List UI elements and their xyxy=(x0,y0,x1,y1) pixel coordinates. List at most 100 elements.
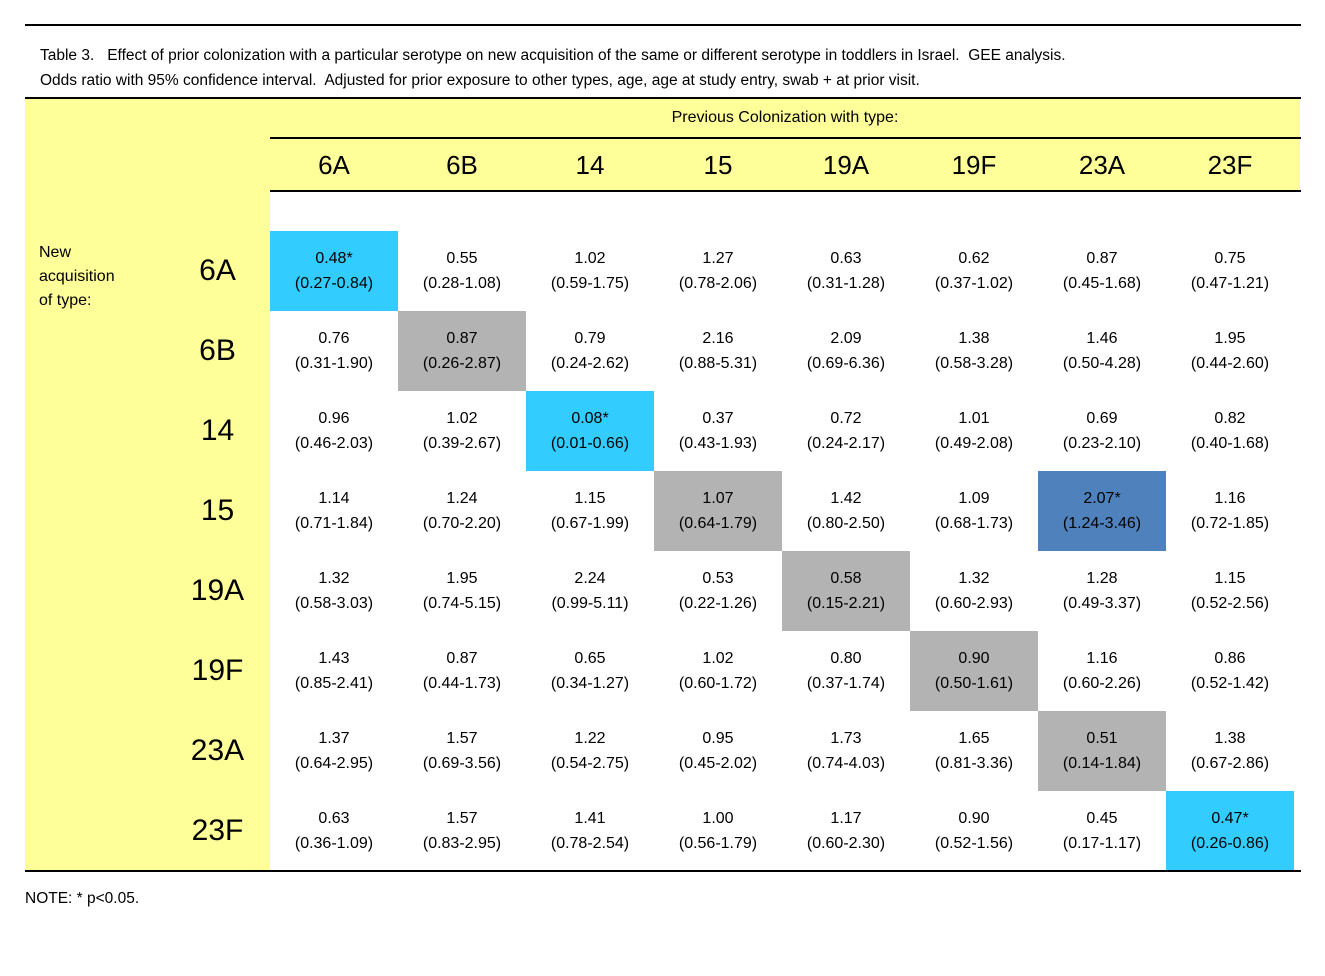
table-cell: 1.37 (0.64-2.95) xyxy=(270,711,398,791)
table-cell: 0.69 (0.23-2.10) xyxy=(1038,391,1166,471)
odds-ratio-value: 1.65 xyxy=(958,730,990,747)
confidence-interval-value: (0.31-1.90) xyxy=(294,355,374,372)
odds-ratio-value: 1.42 xyxy=(830,490,862,507)
odds-ratio-value: 1.95 xyxy=(1214,330,1246,347)
caption-line-1: Table 3. Effect of prior colonization wi… xyxy=(40,47,1066,64)
confidence-interval-value: (0.52-2.56) xyxy=(1190,595,1270,612)
confidence-interval-value: (0.71-1.84) xyxy=(294,515,374,532)
new-acquisition-label: New acquisition of type: xyxy=(39,241,115,313)
confidence-interval-value: (0.26-0.86) xyxy=(1190,835,1270,852)
table-cell: 0.90 (0.50-1.61) xyxy=(910,631,1038,711)
confidence-interval-value: (0.80-2.50) xyxy=(806,515,886,532)
odds-ratio-value: 1.15 xyxy=(1214,570,1246,587)
confidence-interval-value: (0.50-4.28) xyxy=(1062,355,1142,372)
caption-rule xyxy=(25,97,1301,99)
confidence-interval-value: (0.59-1.75) xyxy=(550,275,630,292)
odds-ratio-value: 0.45 xyxy=(1086,810,1118,827)
new-acquisition-label-line-1: New xyxy=(39,244,72,261)
table-cell: 1.43 (0.85-2.41) xyxy=(270,631,398,711)
odds-ratio-value: 0.96 xyxy=(318,410,350,427)
confidence-interval-value: (0.83-2.95) xyxy=(422,835,502,852)
confidence-interval-value: (0.24-2.62) xyxy=(550,355,630,372)
confidence-interval-value: (0.67-1.99) xyxy=(550,515,630,532)
odds-ratio-value: 1.27 xyxy=(702,250,734,267)
odds-ratio-value: 1.17 xyxy=(830,810,862,827)
odds-ratio-value: 1.02 xyxy=(574,250,606,267)
confidence-interval-value: (0.37-1.74) xyxy=(806,675,886,692)
row-header: 15 xyxy=(200,494,235,527)
confidence-interval-value: (0.49-3.37) xyxy=(1062,595,1142,612)
odds-ratio-value: 1.28 xyxy=(1086,570,1118,587)
odds-ratio-value: 0.87 xyxy=(1086,250,1118,267)
new-acquisition-label-line-3: of type: xyxy=(39,292,92,309)
odds-ratio-value: 0.63 xyxy=(318,810,350,827)
confidence-interval-value: (0.74-5.15) xyxy=(422,595,502,612)
table-cell: 0.82 (0.40-1.68) xyxy=(1166,391,1294,471)
table-cell: 1.46 (0.50-4.28) xyxy=(1038,311,1166,391)
table-cell: 0.87 (0.45-1.68) xyxy=(1038,231,1166,311)
row-header-band xyxy=(25,99,270,871)
column-header: 19F xyxy=(951,150,997,180)
table-cell: 0.96 (0.46-2.03) xyxy=(270,391,398,471)
confidence-interval-value: (0.36-1.09) xyxy=(294,835,374,852)
table-cell: 0.95 (0.45-2.02) xyxy=(654,711,782,791)
odds-ratio-value: 1.09 xyxy=(958,490,990,507)
odds-ratio-value: 0.58 xyxy=(830,570,862,587)
confidence-interval-value: (1.24-3.46) xyxy=(1062,515,1142,532)
confidence-interval-value: (0.64-1.79) xyxy=(678,515,758,532)
header-rule-lower xyxy=(270,190,1301,192)
odds-ratio-value: 0.95 xyxy=(702,730,734,747)
table-cell: 1.07 (0.64-1.79) xyxy=(654,471,782,551)
table-cell: 0.80 (0.37-1.74) xyxy=(782,631,910,711)
odds-ratio-value: 0.82 xyxy=(1214,410,1246,427)
table-cell: 0.75 (0.47-1.21) xyxy=(1166,231,1294,311)
table-cell: 0.45 (0.17-1.17) xyxy=(1038,791,1166,871)
odds-ratio-value: 0.37 xyxy=(702,410,734,427)
confidence-interval-value: (0.60-1.72) xyxy=(678,675,758,692)
confidence-interval-value: (0.64-2.95) xyxy=(294,755,374,772)
table-cell: 1.15 (0.52-2.56) xyxy=(1166,551,1294,631)
table-cell: 1.24 (0.70-2.20) xyxy=(398,471,526,551)
odds-ratio-value: 2.16 xyxy=(702,330,734,347)
row-header: 19F xyxy=(191,654,244,687)
header-rule-upper xyxy=(270,137,1301,139)
column-header: 23A xyxy=(1078,150,1126,180)
odds-ratio-value: 1.15 xyxy=(574,490,606,507)
row-header: 14 xyxy=(200,414,235,447)
table-cell: 1.73 (0.74-4.03) xyxy=(782,711,910,791)
odds-ratio-value: 1.16 xyxy=(1086,650,1118,667)
table-cell: 0.90 (0.52-1.56) xyxy=(910,791,1038,871)
odds-ratio-value: 2.07* xyxy=(1083,490,1121,507)
table-cell: 1.38 (0.67-2.86) xyxy=(1166,711,1294,791)
odds-ratio-value: 1.57 xyxy=(446,810,478,827)
table-cell: 1.27 (0.78-2.06) xyxy=(654,231,782,311)
confidence-interval-value: (0.81-3.36) xyxy=(934,755,1014,772)
confidence-interval-value: (0.60-2.26) xyxy=(1062,675,1142,692)
table-cell: 1.16 (0.60-2.26) xyxy=(1038,631,1166,711)
odds-ratio-value: 1.24 xyxy=(446,490,478,507)
confidence-interval-value: (0.54-2.75) xyxy=(550,755,630,772)
column-header: 15 xyxy=(703,150,733,180)
previous-colonization-label: Previous Colonization with type: xyxy=(671,109,899,126)
confidence-interval-value: (0.72-1.85) xyxy=(1190,515,1270,532)
table-cell: 1.32 (0.58-3.03) xyxy=(270,551,398,631)
odds-ratio-value: 0.90 xyxy=(958,810,990,827)
column-header: 14 xyxy=(575,150,605,180)
confidence-interval-value: (0.31-1.28) xyxy=(806,275,886,292)
column-header: 19A xyxy=(822,150,870,180)
table-cell: 1.09 (0.68-1.73) xyxy=(910,471,1038,551)
confidence-interval-value: (0.49-2.08) xyxy=(934,435,1014,452)
table-cell: 0.47* (0.26-0.86) xyxy=(1166,791,1294,871)
table-cell: 0.37 (0.43-1.93) xyxy=(654,391,782,471)
odds-ratio-value: 2.24 xyxy=(574,570,606,587)
confidence-interval-value: (0.26-2.87) xyxy=(422,355,502,372)
table-cell: 1.17 (0.60-2.30) xyxy=(782,791,910,871)
table-cell: 0.58 (0.15-2.21) xyxy=(782,551,910,631)
table-cell: 0.86 (0.52-1.42) xyxy=(1166,631,1294,711)
confidence-interval-value: (0.22-1.26) xyxy=(678,595,758,612)
confidence-interval-value: (0.44-1.73) xyxy=(422,675,502,692)
confidence-interval-value: (0.74-4.03) xyxy=(806,755,886,772)
confidence-interval-value: (0.28-1.08) xyxy=(422,275,502,292)
confidence-interval-value: (0.37-1.02) xyxy=(934,275,1014,292)
table-cell: 0.79 (0.24-2.62) xyxy=(526,311,654,391)
